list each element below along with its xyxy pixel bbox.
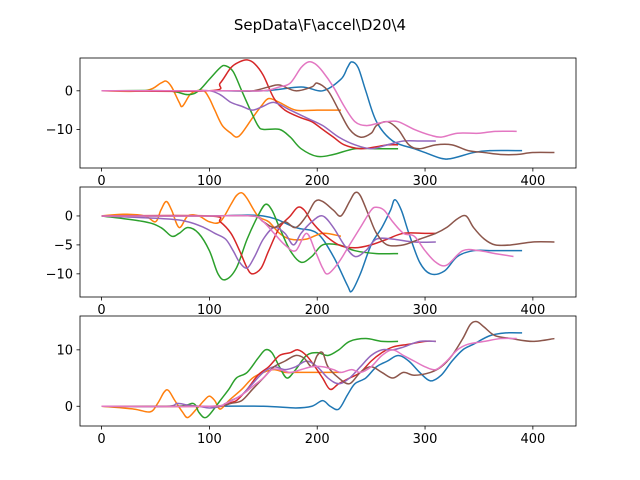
subplot-1: 0 100 200 300 400 0 −10 <box>46 57 577 189</box>
series-group <box>101 320 555 419</box>
subplot-2: 0 100 200 300 400 0 −5 −10 <box>46 186 577 318</box>
y-tick-label: −10 <box>46 123 73 138</box>
x-tick-label: 0 <box>97 432 105 447</box>
y-tick-label: −10 <box>46 267 73 282</box>
series-group <box>101 191 555 293</box>
y-tick-label: 0 <box>65 400 73 415</box>
x-tick-label: 300 <box>413 303 438 318</box>
x-tick-label: 300 <box>413 432 438 447</box>
series-line-2 <box>101 368 341 419</box>
series-line-3 <box>101 203 399 281</box>
y-tick-label: 0 <box>65 84 73 99</box>
axes-frame <box>79 186 577 298</box>
figure-title: SepData\F\accel\D20\4 <box>234 16 406 34</box>
x-tick-label: 400 <box>520 174 545 189</box>
x-tick-label: 100 <box>197 432 222 447</box>
x-tick-label: 0 <box>97 303 105 318</box>
series-line-3 <box>101 64 399 158</box>
series-line-6 <box>101 191 555 247</box>
series-line-1 <box>101 61 523 160</box>
series-line-3 <box>101 337 399 419</box>
series-line-4 <box>101 59 399 150</box>
series-group <box>101 59 555 160</box>
axes-frame <box>79 315 577 427</box>
subplot-3: 0 100 200 300 400 0 10 <box>56 315 577 447</box>
x-tick-label: 400 <box>520 303 545 318</box>
x-tick-label: 200 <box>305 174 330 189</box>
series-line-1 <box>101 331 523 411</box>
y-tick-label: 0 <box>65 209 73 224</box>
series-line-7 <box>101 206 514 275</box>
x-tick-label: 200 <box>305 432 330 447</box>
series-line-5 <box>101 215 436 269</box>
x-tick-label: 300 <box>413 174 438 189</box>
series-line-6 <box>101 82 555 156</box>
x-tick-label: 100 <box>197 303 222 318</box>
series-line-7 <box>101 60 517 138</box>
series-line-6 <box>101 320 555 408</box>
series-line-7 <box>101 337 517 408</box>
series-line-4 <box>101 206 436 275</box>
series-line-4 <box>101 340 436 408</box>
axes-frame <box>79 57 577 169</box>
y-tick-label: −5 <box>54 238 73 253</box>
series-line-5 <box>101 89 436 150</box>
series-line-2 <box>101 80 341 138</box>
x-tick-label: 400 <box>520 432 545 447</box>
y-tick-label: 10 <box>56 343 73 358</box>
series-line-1 <box>101 198 523 293</box>
x-tick-label: 0 <box>97 174 105 189</box>
x-tick-label: 100 <box>197 174 222 189</box>
x-tick-label: 200 <box>305 303 330 318</box>
